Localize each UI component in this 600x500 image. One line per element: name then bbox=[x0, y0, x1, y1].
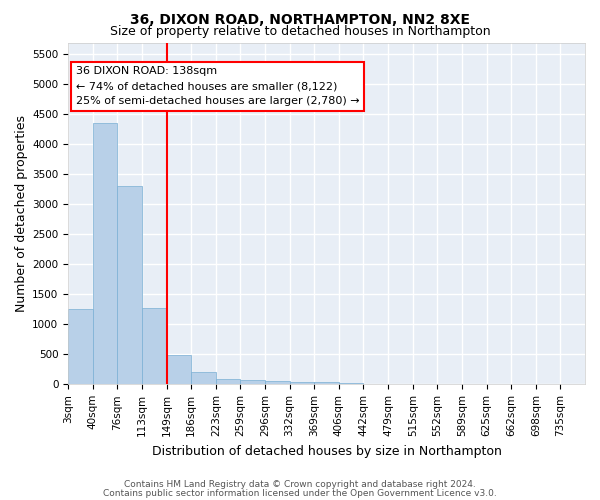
Text: 36 DIXON ROAD: 138sqm
← 74% of detached houses are smaller (8,122)
25% of semi-d: 36 DIXON ROAD: 138sqm ← 74% of detached … bbox=[76, 66, 359, 106]
Bar bbox=[290, 382, 314, 384]
Text: Size of property relative to detached houses in Northampton: Size of property relative to detached ho… bbox=[110, 25, 490, 38]
Bar bbox=[118, 186, 142, 384]
Bar bbox=[241, 380, 265, 384]
Bar bbox=[191, 372, 216, 384]
Bar bbox=[314, 382, 339, 384]
Text: 36, DIXON ROAD, NORTHAMPTON, NN2 8XE: 36, DIXON ROAD, NORTHAMPTON, NN2 8XE bbox=[130, 12, 470, 26]
Bar bbox=[68, 310, 93, 384]
Text: Contains HM Land Registry data © Crown copyright and database right 2024.: Contains HM Land Registry data © Crown c… bbox=[124, 480, 476, 489]
Bar bbox=[167, 355, 191, 384]
Bar bbox=[142, 308, 167, 384]
Bar bbox=[265, 382, 290, 384]
Text: Contains public sector information licensed under the Open Government Licence v3: Contains public sector information licen… bbox=[103, 488, 497, 498]
Bar bbox=[93, 124, 118, 384]
X-axis label: Distribution of detached houses by size in Northampton: Distribution of detached houses by size … bbox=[152, 444, 502, 458]
Bar bbox=[339, 382, 364, 384]
Y-axis label: Number of detached properties: Number of detached properties bbox=[15, 115, 28, 312]
Bar bbox=[216, 379, 241, 384]
